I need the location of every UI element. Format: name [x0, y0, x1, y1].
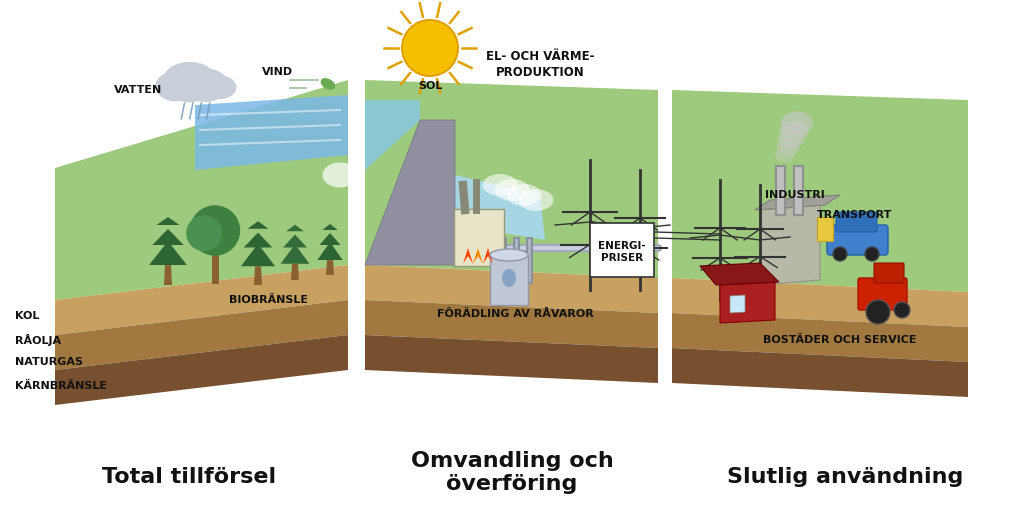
Polygon shape: [55, 300, 348, 370]
Text: Slutlig användning: Slutlig användning: [727, 467, 963, 487]
Ellipse shape: [323, 163, 357, 187]
Ellipse shape: [156, 71, 197, 101]
Text: NATURGAS: NATURGAS: [15, 357, 83, 367]
Polygon shape: [473, 248, 483, 264]
Circle shape: [833, 247, 847, 261]
Polygon shape: [283, 234, 307, 248]
Polygon shape: [248, 221, 268, 229]
Polygon shape: [365, 100, 420, 170]
Ellipse shape: [778, 129, 804, 148]
Text: FÖRÄDLING AV RÅVAROR: FÖRÄDLING AV RÅVAROR: [436, 309, 593, 319]
Circle shape: [866, 300, 890, 324]
Polygon shape: [55, 265, 348, 335]
Text: TRANSPORT: TRANSPORT: [817, 210, 893, 220]
FancyBboxPatch shape: [827, 225, 888, 255]
Polygon shape: [164, 265, 172, 285]
Text: ENERGI-
PRISER: ENERGI- PRISER: [598, 241, 646, 263]
Text: EL- OCH VÄRME-
PRODUKTION: EL- OCH VÄRME- PRODUKTION: [485, 50, 594, 79]
Polygon shape: [672, 278, 968, 327]
Text: RÅOLJA: RÅOLJA: [15, 334, 61, 346]
Polygon shape: [254, 266, 262, 285]
Ellipse shape: [162, 62, 217, 102]
Polygon shape: [730, 295, 745, 313]
Text: SOL: SOL: [418, 81, 442, 91]
Ellipse shape: [775, 147, 795, 163]
Circle shape: [865, 247, 879, 261]
Polygon shape: [672, 348, 968, 397]
Ellipse shape: [204, 76, 237, 99]
Polygon shape: [241, 244, 275, 266]
Text: KOL: KOL: [15, 311, 39, 321]
Polygon shape: [463, 248, 473, 264]
Ellipse shape: [321, 78, 336, 90]
Polygon shape: [326, 260, 334, 275]
Polygon shape: [55, 335, 348, 405]
Text: BIOBRÄNSLE: BIOBRÄNSLE: [228, 295, 307, 305]
Polygon shape: [323, 224, 338, 230]
Polygon shape: [365, 120, 455, 265]
FancyBboxPatch shape: [817, 217, 833, 241]
Polygon shape: [291, 264, 299, 280]
Circle shape: [186, 215, 222, 251]
Polygon shape: [244, 232, 272, 248]
Polygon shape: [755, 195, 840, 210]
Polygon shape: [281, 244, 309, 264]
Ellipse shape: [495, 179, 529, 201]
FancyBboxPatch shape: [874, 263, 904, 283]
Text: KÄRNBRÄNSLE: KÄRNBRÄNSLE: [15, 381, 106, 391]
Ellipse shape: [518, 189, 554, 211]
Polygon shape: [365, 300, 658, 348]
Polygon shape: [286, 225, 304, 231]
Polygon shape: [672, 90, 968, 292]
Text: VATTEN: VATTEN: [114, 85, 162, 95]
FancyBboxPatch shape: [454, 209, 504, 266]
Circle shape: [402, 20, 458, 76]
Text: BOSTÄDER OCH SERVICE: BOSTÄDER OCH SERVICE: [763, 335, 916, 345]
Ellipse shape: [490, 249, 528, 261]
Polygon shape: [195, 95, 348, 170]
Polygon shape: [365, 265, 658, 313]
Circle shape: [189, 205, 241, 256]
Polygon shape: [760, 205, 820, 285]
Polygon shape: [157, 217, 179, 225]
Text: VIND: VIND: [262, 67, 294, 77]
Polygon shape: [672, 313, 968, 362]
FancyBboxPatch shape: [836, 212, 877, 232]
Polygon shape: [700, 263, 779, 285]
Polygon shape: [365, 80, 658, 278]
Ellipse shape: [779, 121, 809, 142]
Text: INDUSTRI: INDUSTRI: [765, 190, 825, 200]
Circle shape: [894, 302, 910, 318]
Polygon shape: [150, 241, 187, 265]
Ellipse shape: [182, 68, 228, 102]
Ellipse shape: [507, 184, 542, 206]
Ellipse shape: [781, 112, 813, 134]
Polygon shape: [153, 229, 183, 245]
Text: Omvandling och
överföring: Omvandling och överföring: [411, 451, 613, 494]
FancyBboxPatch shape: [490, 255, 528, 305]
Text: Total tillförsel: Total tillförsel: [102, 467, 276, 487]
Polygon shape: [365, 335, 658, 383]
Polygon shape: [55, 80, 348, 300]
Polygon shape: [319, 233, 341, 245]
Ellipse shape: [776, 139, 800, 156]
Polygon shape: [720, 282, 775, 323]
Polygon shape: [455, 175, 545, 240]
FancyBboxPatch shape: [590, 223, 654, 277]
FancyBboxPatch shape: [858, 278, 907, 310]
Ellipse shape: [502, 269, 516, 287]
Polygon shape: [483, 248, 493, 264]
Polygon shape: [317, 242, 343, 260]
Ellipse shape: [482, 174, 517, 196]
